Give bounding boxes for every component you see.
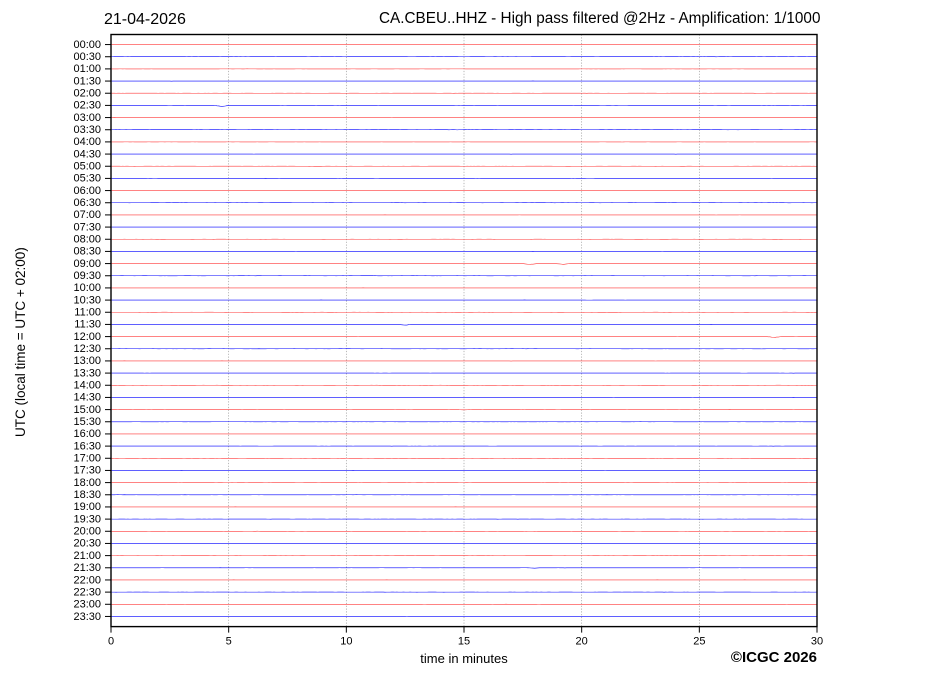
svg-text:16:00: 16:00 [73, 428, 101, 440]
svg-text:10:30: 10:30 [73, 294, 101, 306]
svg-text:21:00: 21:00 [73, 550, 101, 562]
svg-text:12:00: 12:00 [73, 331, 101, 343]
svg-text:18:00: 18:00 [73, 477, 101, 489]
svg-text:23:00: 23:00 [73, 599, 101, 611]
svg-text:20: 20 [576, 636, 588, 648]
svg-text:14:30: 14:30 [73, 392, 101, 404]
svg-text:16:30: 16:30 [73, 440, 101, 452]
svg-text:07:00: 07:00 [73, 209, 101, 221]
svg-text:07:30: 07:30 [73, 221, 101, 233]
svg-text:19:00: 19:00 [73, 501, 101, 513]
svg-text:06:00: 06:00 [73, 185, 101, 197]
svg-text:08:30: 08:30 [73, 246, 101, 258]
svg-text:01:00: 01:00 [73, 63, 101, 75]
svg-text:10:00: 10:00 [73, 282, 101, 294]
svg-text:03:00: 03:00 [73, 112, 101, 124]
svg-text:13:30: 13:30 [73, 367, 101, 379]
svg-text:23:30: 23:30 [73, 611, 101, 623]
svg-text:04:00: 04:00 [73, 136, 101, 148]
svg-text:20:30: 20:30 [73, 538, 101, 550]
svg-text:02:30: 02:30 [73, 100, 101, 112]
svg-text:14:00: 14:00 [73, 380, 101, 392]
svg-text:01:30: 01:30 [73, 75, 101, 87]
svg-text:17:30: 17:30 [73, 465, 101, 477]
svg-text:09:00: 09:00 [73, 258, 101, 270]
svg-text:12:30: 12:30 [73, 343, 101, 355]
svg-text:18:30: 18:30 [73, 489, 101, 501]
svg-text:21:30: 21:30 [73, 562, 101, 574]
svg-text:5: 5 [226, 636, 232, 648]
svg-text:06:30: 06:30 [73, 197, 101, 209]
svg-text:04:30: 04:30 [73, 148, 101, 160]
svg-text:15:00: 15:00 [73, 404, 101, 416]
svg-text:00:30: 00:30 [73, 51, 101, 63]
svg-text:22:30: 22:30 [73, 586, 101, 598]
svg-text:00:00: 00:00 [73, 39, 101, 51]
svg-text:13:00: 13:00 [73, 355, 101, 367]
svg-text:17:00: 17:00 [73, 453, 101, 465]
svg-text:0: 0 [108, 636, 114, 648]
svg-text:15: 15 [458, 636, 470, 648]
svg-text:03:30: 03:30 [73, 124, 101, 136]
svg-text:02:00: 02:00 [73, 88, 101, 100]
svg-text:25: 25 [693, 636, 705, 648]
svg-text:08:00: 08:00 [73, 234, 101, 246]
svg-text:19:30: 19:30 [73, 513, 101, 525]
svg-text:09:30: 09:30 [73, 270, 101, 282]
svg-text:11:00: 11:00 [74, 307, 101, 319]
svg-text:30: 30 [811, 636, 823, 648]
svg-text:05:30: 05:30 [73, 173, 101, 185]
svg-text:15:30: 15:30 [73, 416, 101, 428]
svg-text:11:30: 11:30 [74, 319, 101, 331]
svg-text:20:00: 20:00 [73, 526, 101, 538]
svg-text:22:00: 22:00 [73, 574, 101, 586]
svg-text:05:00: 05:00 [73, 161, 101, 173]
svg-text:10: 10 [340, 636, 352, 648]
